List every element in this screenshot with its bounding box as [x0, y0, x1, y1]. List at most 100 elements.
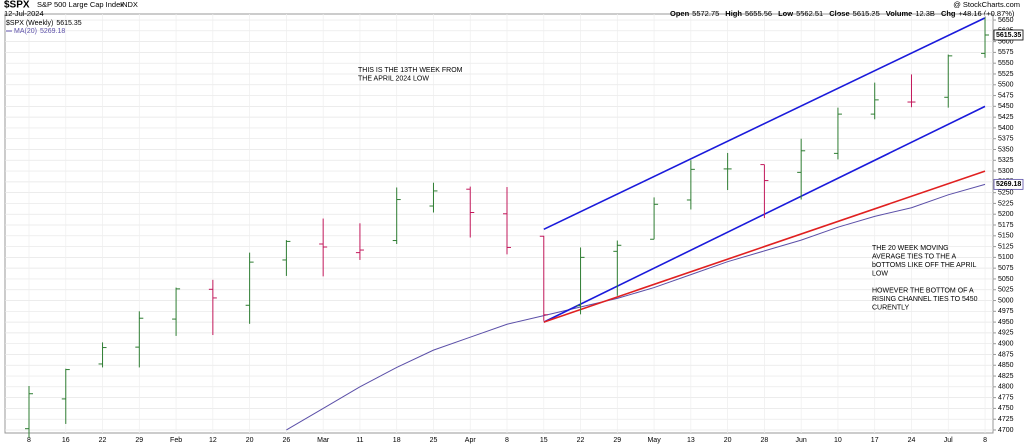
y-tick-label: 5350: [998, 146, 1014, 153]
legend-value: 5615.35: [56, 20, 81, 27]
quote-value: +48.16 (+0.87%): [959, 9, 1015, 18]
legend-entry: MA(20) 5269.18: [14, 28, 65, 35]
y-tick-label: 5250: [998, 189, 1014, 196]
y-tick-label: 5075: [998, 265, 1014, 272]
x-tick-label: May: [647, 437, 661, 444]
trendline: [543, 17, 986, 231]
quote-value: 5615.35: [853, 9, 880, 18]
y-tick-label: 5150: [998, 233, 1014, 240]
y-tick-label: 4750: [998, 405, 1014, 412]
x-tick-label: 10: [834, 437, 842, 444]
y-tick-label: 4825: [998, 373, 1014, 380]
y-tick-label: 5025: [998, 287, 1014, 294]
x-tick-label: 28: [761, 437, 769, 444]
last-value-box: [993, 29, 1024, 41]
legend-entry: $SPX (Weekly) 5615.35: [6, 20, 82, 27]
x-tick-label: 15: [540, 437, 548, 444]
y-tick-label: 5600: [998, 38, 1014, 45]
last-value-box: [993, 178, 1024, 190]
y-tick-label: 5125: [998, 243, 1014, 250]
x-tick-label: 17: [871, 437, 879, 444]
y-tick-label: 5050: [998, 276, 1014, 283]
ma-line: [286, 183, 986, 431]
x-tick-label: 16: [62, 437, 70, 444]
x-tick-label: 20: [724, 437, 732, 444]
y-tick-label: 4700: [998, 427, 1014, 434]
y-tick-label: 5575: [998, 49, 1014, 56]
x-tick-label: Feb: [170, 437, 182, 444]
x-tick-label: 29: [613, 437, 621, 444]
y-tick-label: 5325: [998, 157, 1014, 164]
y-tick-label: 4775: [998, 394, 1014, 401]
legend-name: $SPX (Weekly): [6, 20, 53, 27]
annotation: RISING CHANNEL TIES TO 5450: [872, 296, 978, 303]
annotation: bOTTOMS LIKE OFF THE APRIL: [872, 262, 976, 269]
trendline: [543, 170, 986, 323]
quote-label: Close: [829, 9, 849, 18]
annotation: THIS IS THE 13TH WEEK FROM: [358, 67, 463, 74]
y-tick-label: 5450: [998, 103, 1014, 110]
last-value-label: 5269.18: [996, 181, 1021, 188]
quote-label: Open: [670, 9, 690, 18]
y-tick-label: 4875: [998, 351, 1014, 358]
y-tick-label: 5300: [998, 168, 1014, 175]
x-tick-label: 18: [393, 437, 401, 444]
annotation: LOW: [872, 270, 888, 277]
x-tick-label: 13: [687, 437, 695, 444]
x-tick-label: 22: [99, 437, 107, 444]
x-tick-label: Mar: [317, 437, 330, 444]
y-tick-label: 4975: [998, 308, 1014, 315]
chart-date: 12-Jul-2024: [4, 9, 44, 18]
y-tick-label: 4725: [998, 416, 1014, 423]
quote-label: High: [725, 9, 742, 18]
y-tick-label: 5550: [998, 60, 1014, 67]
quote: Open 5572.75 High 5655.56 Low 5562.51 Close 561…: [670, 9, 1015, 18]
x-tick-label: 22: [577, 437, 585, 444]
quote-value: 12.3B: [915, 9, 935, 18]
y-tick-label: 5375: [998, 136, 1014, 143]
quote-value: 5562.51: [796, 9, 823, 18]
y-tick-label: 5475: [998, 92, 1014, 99]
x-tick-label: 26: [282, 437, 290, 444]
x-tick-label: 11: [356, 437, 363, 444]
quote-label: Chg: [941, 9, 956, 18]
annotation: HOWEVER THE BOTTOM OF A: [872, 287, 974, 294]
y-tick-label: 5400: [998, 125, 1014, 132]
chart-title: S&P 500 Large Cap Index: [37, 0, 124, 9]
y-tick-label: 5500: [998, 82, 1014, 89]
x-tick-label: 8: [505, 437, 509, 444]
y-tick-label: 5175: [998, 222, 1014, 229]
annotation: CURENTLY: [872, 304, 910, 311]
y-tick-label: 5225: [998, 200, 1014, 207]
exchange: INDX: [120, 0, 138, 9]
quote-text: Open 5572.75 High 5655.56 Low 5562.51 Close 561…: [670, 9, 1015, 18]
y-tick-label: 5200: [998, 211, 1014, 218]
legend-name: MA(20): [14, 28, 37, 35]
y-tick-label: 5100: [998, 254, 1014, 261]
x-tick-label: 25: [430, 437, 438, 444]
x-tick-label: 29: [135, 437, 143, 444]
annotation: THE APRIL 2024 LOW: [358, 75, 429, 82]
y-tick-label: 4925: [998, 330, 1014, 337]
last-value-label: 5615.35: [996, 32, 1021, 39]
annotation: AVERAGE TIES TO THE A: [872, 253, 956, 260]
y-tick-label: 5650: [998, 17, 1014, 24]
y-tick-label: 4950: [998, 319, 1014, 326]
y-tick-label: 4800: [998, 384, 1014, 391]
x-tick-label: 20: [246, 437, 254, 444]
x-tick-label: 8: [983, 437, 987, 444]
legend-value: 5269.18: [40, 28, 65, 35]
y-tick-label: 5525: [998, 71, 1014, 78]
x-tick-label: 8: [27, 437, 31, 444]
y-tick-label: 5425: [998, 114, 1014, 121]
x-tick-label: Jun: [796, 437, 807, 444]
symbol: $SPX: [4, 0, 30, 11]
y-tick-label: 4850: [998, 362, 1014, 369]
x-tick-label: Jul: [944, 437, 953, 444]
quote-label: Low: [778, 9, 793, 18]
plot-frame: [4, 13, 994, 434]
credit: @ StockCharts.com: [953, 0, 1020, 9]
y-tick-label: 5000: [998, 297, 1014, 304]
